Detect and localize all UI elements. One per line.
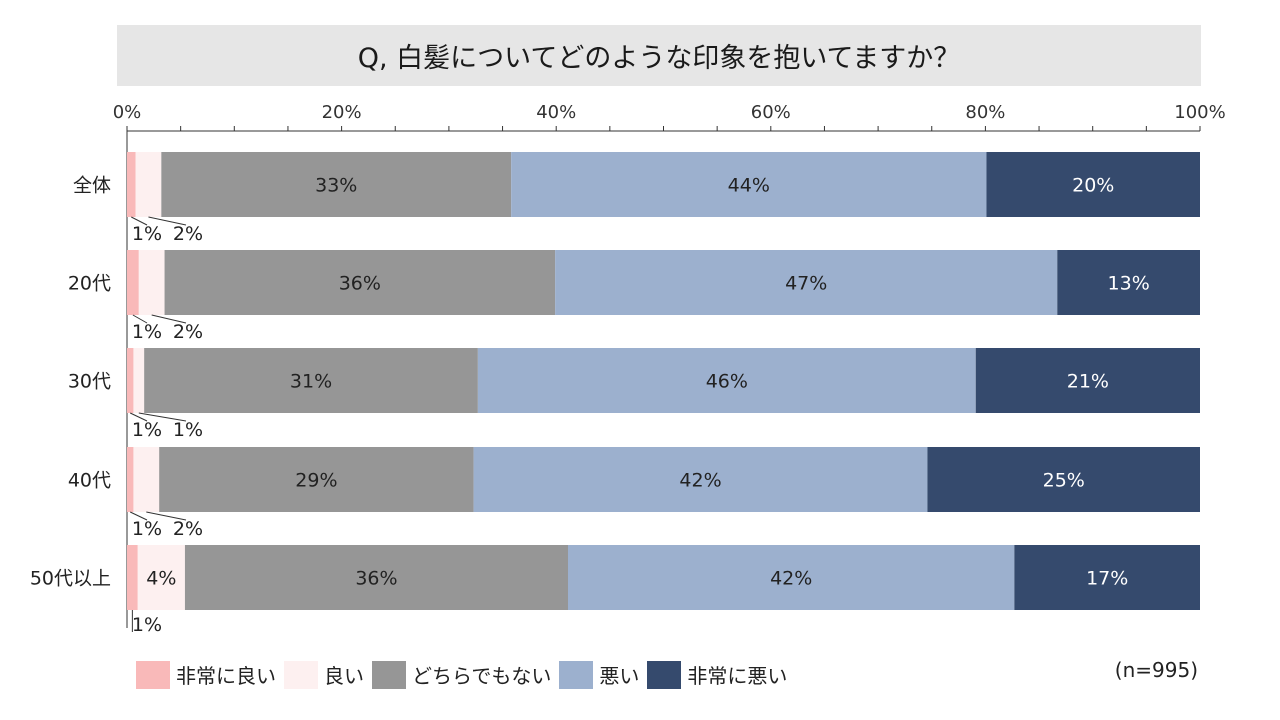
data-label: 42%: [679, 470, 721, 492]
data-label: 1%: [132, 223, 162, 245]
bar-segment: [161, 152, 512, 217]
callout-line: [148, 216, 187, 226]
callout-line: [138, 412, 187, 422]
x-tick-label: 100%: [1174, 102, 1225, 123]
data-label: 1%: [132, 419, 162, 441]
bar-segment: [137, 545, 185, 610]
data-label: 46%: [706, 371, 748, 393]
x-tick-label: 40%: [536, 102, 576, 123]
bar-segment: [127, 545, 138, 610]
chart-title: Q, 白髪についてどのような印象を抱いてますか？: [117, 25, 1201, 86]
data-label: 31%: [290, 371, 332, 393]
legend-label: 悪い: [599, 664, 640, 688]
callout-line: [132, 314, 148, 324]
legend: 非常に良い 良い どちらでもない 悪い 非常に悪い: [136, 660, 795, 689]
callout-line: [131, 216, 148, 226]
legend-item: 悪い: [559, 660, 639, 689]
legend-item: 非常に悪い: [647, 660, 787, 689]
callout-line: [151, 314, 187, 324]
data-label: 2%: [173, 518, 203, 540]
legend-swatch: [284, 660, 318, 689]
data-label: 36%: [355, 568, 397, 590]
x-tick-label: 0%: [113, 102, 142, 123]
legend-item: 非常に良い: [136, 660, 276, 689]
legend-swatch: [136, 660, 170, 689]
bar-segment: [511, 152, 987, 217]
category-label: 50代以上: [30, 568, 111, 590]
bar-segment: [473, 447, 928, 512]
callout-line: [146, 511, 187, 521]
data-label: 21%: [1067, 371, 1109, 393]
x-tick-label: 20%: [322, 102, 362, 123]
data-label: 2%: [173, 223, 203, 245]
category-label: 20代: [68, 273, 111, 295]
x-tick-label: 80%: [965, 102, 1005, 123]
bar-segment: [127, 447, 134, 512]
bar-segment: [927, 447, 1200, 512]
x-tick-label: 60%: [751, 102, 791, 123]
data-label: 2%: [173, 321, 203, 343]
category-label: 全体: [73, 175, 111, 197]
legend-swatch: [647, 660, 682, 689]
bar-segment: [138, 250, 165, 315]
data-label: 1%: [132, 321, 162, 343]
bar-segment: [127, 348, 134, 413]
bar-segment: [133, 348, 145, 413]
data-label: 42%: [770, 568, 812, 590]
bar-segment: [568, 545, 1015, 610]
bar-segment: [555, 250, 1058, 315]
legend-label: 非常に良い: [176, 664, 276, 688]
data-label: 20%: [1072, 175, 1114, 197]
legend-label: 非常に悪い: [687, 664, 788, 688]
data-label: 33%: [315, 175, 357, 197]
data-label: 4%: [146, 568, 176, 590]
bar-segment: [1057, 250, 1200, 315]
bar-segment: [135, 152, 162, 217]
bar-segment: [127, 152, 136, 217]
legend-label: 良い: [324, 664, 364, 688]
bar-segment: [159, 447, 474, 512]
bar-segment: [133, 447, 160, 512]
bar-segment: [986, 152, 1200, 217]
data-label: 17%: [1086, 568, 1128, 590]
data-label: 1%: [173, 419, 203, 441]
callout-line: [130, 412, 148, 422]
category-label: 40代: [68, 470, 111, 492]
data-label: 13%: [1108, 273, 1150, 295]
data-label: 1%: [132, 614, 162, 636]
legend-swatch: [372, 660, 406, 689]
legend-swatch: [559, 660, 594, 689]
data-label: 44%: [728, 175, 770, 197]
data-label: 25%: [1043, 470, 1085, 492]
bar-segment: [1014, 545, 1200, 610]
bar-segment: [127, 250, 139, 315]
data-label: 47%: [785, 273, 827, 295]
legend-item: 良い: [284, 660, 364, 689]
data-label: 1%: [132, 518, 162, 540]
data-label: 29%: [295, 470, 337, 492]
sample-size-note: (n=995): [1114, 658, 1198, 682]
category-label: 30代: [68, 371, 111, 393]
bar-segment: [975, 348, 1200, 413]
legend-item: どちらでもない: [372, 660, 551, 689]
legend-label: どちらでもない: [412, 664, 552, 688]
bar-segment: [184, 545, 569, 610]
bar-segment: [144, 348, 478, 413]
bar-segment: [477, 348, 976, 413]
bar-segment: [164, 250, 556, 315]
callout-line: [130, 511, 148, 521]
data-label: 36%: [339, 273, 381, 295]
